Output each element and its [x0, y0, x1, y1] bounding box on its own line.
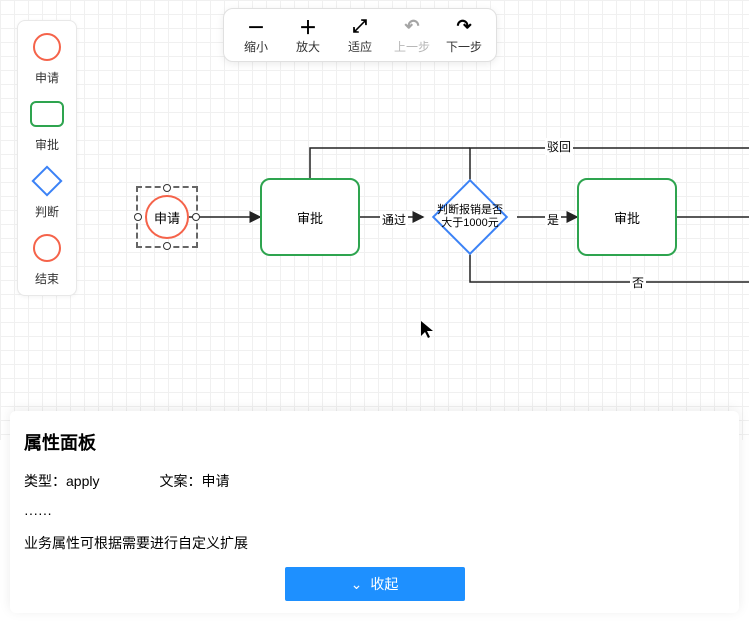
redo-button[interactable]: ↷下一步: [440, 13, 488, 57]
palette-申请[interactable]: 申请: [29, 29, 65, 86]
port-left[interactable]: [134, 213, 142, 221]
tool-label: 下一步: [446, 38, 482, 55]
port-right[interactable]: [192, 213, 200, 221]
collapse-button[interactable]: ⌄ 收起: [285, 567, 465, 601]
node-apply[interactable]: 申请: [145, 195, 189, 239]
tool-label: 放大: [296, 38, 320, 55]
shape-palette: 申请审批判断结束: [17, 20, 77, 296]
cursor-icon: [421, 321, 435, 339]
palette-label: 审批: [35, 136, 59, 153]
edge-label: 是: [545, 211, 561, 228]
edge-label: 否: [630, 274, 646, 291]
tool-label: 上一步: [394, 38, 430, 55]
panel-note: 业务属性可根据需要进行自定义扩展: [24, 533, 725, 553]
edge-label: 通过: [380, 211, 408, 228]
zoom-out-button[interactable]: －缩小: [232, 13, 280, 57]
palette-判断[interactable]: 判断: [29, 163, 65, 220]
fit-button[interactable]: ⤢适应: [336, 13, 384, 57]
undo-icon: ↶: [404, 16, 419, 38]
palette-label: 结束: [35, 270, 59, 287]
edge-label: 驳回: [545, 138, 573, 155]
chevron-down-icon: ⌄: [351, 576, 363, 593]
node-decision[interactable]: 判断报销是否大于1000元: [420, 183, 520, 251]
zoom-in-button[interactable]: ＋放大: [284, 13, 332, 57]
port-top[interactable]: [163, 184, 171, 192]
zoom-out-icon: －: [247, 16, 265, 38]
undo-button: ↶上一步: [388, 13, 436, 57]
port-bottom[interactable]: [163, 242, 171, 250]
rect-icon: [29, 96, 65, 132]
circle-icon: [29, 230, 65, 266]
palette-审批[interactable]: 审批: [29, 96, 65, 153]
node-label: 判断报销是否大于1000元: [437, 204, 503, 230]
tool-label: 缩小: [244, 38, 268, 55]
property-panel: 属性面板 类型：apply 文案：申请 ······ 业务属性可根据需要进行自定…: [10, 411, 739, 613]
panel-title: 属性面板: [24, 429, 725, 455]
node-approve-1[interactable]: 审批: [260, 178, 360, 256]
palette-label: 申请: [35, 69, 59, 86]
node-approve-2[interactable]: 审批: [577, 178, 677, 256]
tool-label: 适应: [348, 38, 372, 55]
panel-ellipsis: ······: [24, 505, 725, 521]
circle-icon: [29, 29, 65, 65]
palette-label: 判断: [35, 203, 59, 220]
panel-type: 类型：apply: [24, 471, 99, 491]
palette-结束[interactable]: 结束: [29, 230, 65, 287]
redo-icon: ↷: [456, 16, 471, 38]
node-label: 审批: [297, 208, 323, 227]
panel-text: 文案：申请: [159, 471, 229, 491]
node-label: 审批: [614, 208, 640, 227]
fit-icon: ⤢: [353, 16, 367, 38]
zoom-in-icon: ＋: [299, 16, 317, 38]
node-label: 申请: [154, 208, 180, 227]
toolbar: －缩小＋放大⤢适应↶上一步↷下一步: [223, 8, 497, 62]
collapse-label: 收起: [370, 574, 398, 594]
diamond-icon: [29, 163, 65, 199]
